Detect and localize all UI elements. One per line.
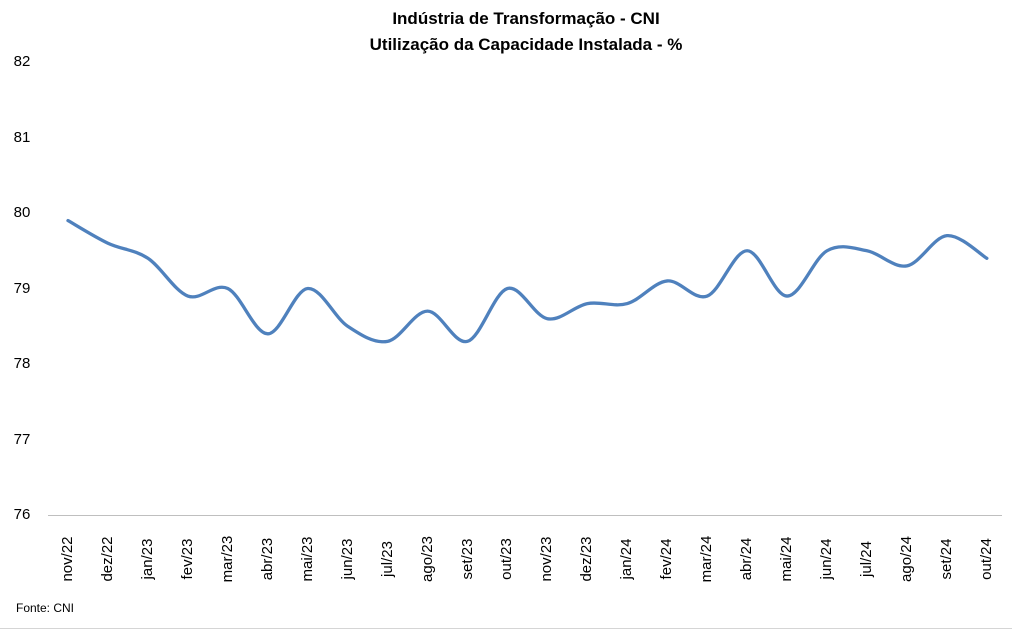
y-tick-label: 78 [13, 355, 31, 372]
y-tick-label: 79 [13, 279, 31, 297]
chart-title-line2: Utilização da Capacidade Instalada - % [369, 35, 683, 54]
chart-title: Indústria de Transformação - CNI Utiliza… [40, 6, 1012, 58]
chart-title-line1: Indústria de Transformação - CNI [392, 9, 660, 28]
x-axis-line [48, 515, 1002, 516]
y-tick-label: 82 [13, 53, 31, 70]
bottom-border [0, 628, 1012, 629]
source-note: Fonte: CNI [16, 601, 75, 615]
y-tick-label: 76 [13, 506, 31, 523]
y-tick-label: 77 [13, 430, 31, 448]
y-tick-label: 80 [13, 204, 31, 221]
y-tick-label: 81 [13, 128, 31, 146]
series-line [66, 218, 989, 344]
